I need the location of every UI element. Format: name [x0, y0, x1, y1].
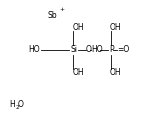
Text: OH: OH — [109, 23, 121, 32]
Text: 2: 2 — [15, 105, 19, 110]
Text: Si: Si — [70, 45, 77, 54]
Text: P: P — [109, 45, 113, 54]
Text: OH: OH — [73, 68, 84, 77]
Text: =O: =O — [117, 45, 130, 54]
Text: +: + — [59, 7, 64, 12]
Text: O: O — [86, 45, 92, 54]
Text: O: O — [18, 100, 24, 109]
Text: HO: HO — [91, 45, 103, 54]
Text: HO: HO — [28, 45, 40, 54]
Text: OH: OH — [73, 23, 84, 32]
Text: OH: OH — [109, 68, 121, 77]
Text: H: H — [9, 100, 15, 109]
Text: Sb: Sb — [48, 11, 57, 20]
